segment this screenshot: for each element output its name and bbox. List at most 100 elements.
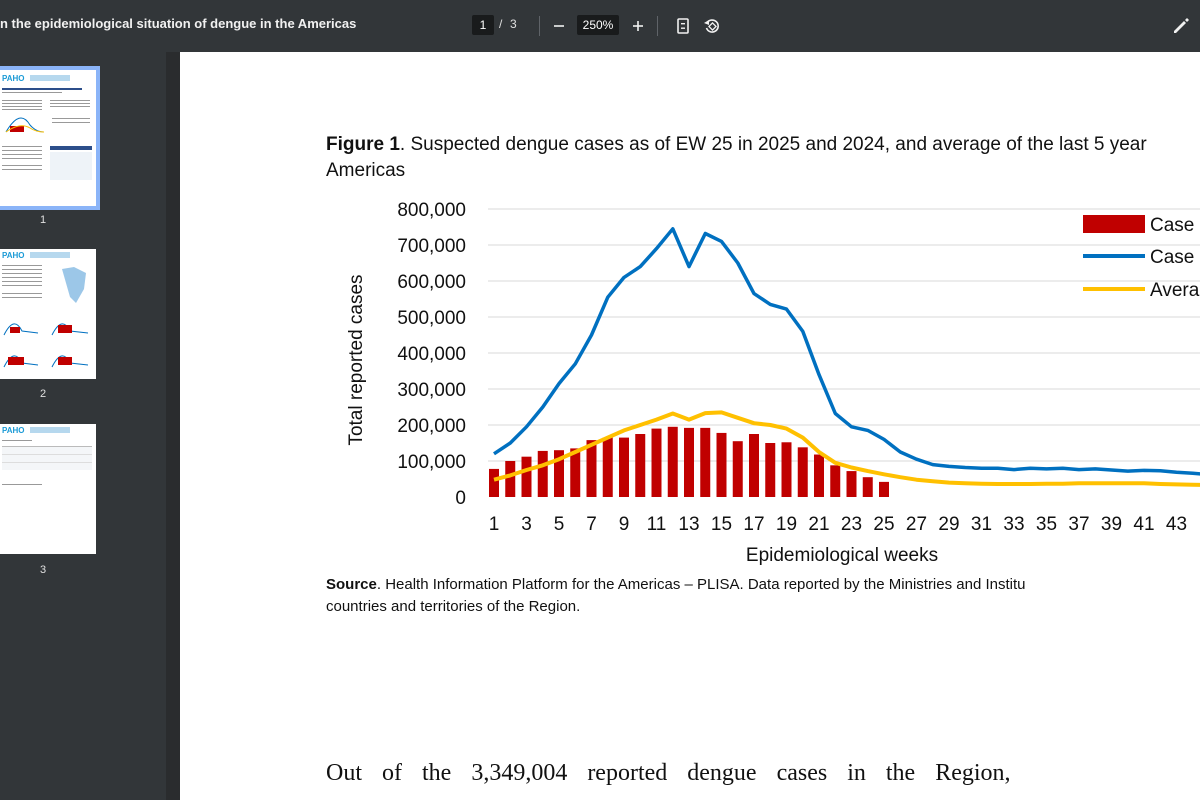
thumbnail-page-number: 1 bbox=[40, 214, 47, 226]
x-tick-label: 1 bbox=[489, 514, 500, 535]
bar-2025 bbox=[635, 434, 646, 497]
fit-page-button[interactable] bbox=[671, 14, 695, 38]
x-tick-label: 35 bbox=[1036, 514, 1057, 535]
y-axis-label: Total reported cases bbox=[346, 274, 367, 445]
x-tick-label: 33 bbox=[1003, 514, 1024, 535]
bar-2025 bbox=[489, 468, 499, 497]
bar-2025 bbox=[602, 437, 613, 497]
thumbnail-page-2[interactable]: PAHO bbox=[0, 249, 96, 379]
x-tick-label: 27 bbox=[906, 514, 927, 535]
y-tick-label: 500,000 bbox=[397, 308, 466, 329]
bar-2025 bbox=[749, 434, 759, 497]
bar-2025 bbox=[554, 450, 564, 497]
y-tick-label: 700,000 bbox=[397, 236, 466, 257]
sidebar-scrollbar[interactable] bbox=[166, 52, 180, 800]
source-text: . Health Information Platform for the Am… bbox=[376, 576, 1026, 593]
toolbar-divider bbox=[539, 16, 540, 36]
bar-2025 bbox=[732, 441, 743, 497]
bar-2025 bbox=[570, 448, 581, 497]
x-tick-label: 15 bbox=[711, 514, 732, 535]
thumbnail-image: PAHO bbox=[0, 424, 96, 554]
thumbnail-page-1[interactable]: PAHO bbox=[0, 66, 100, 210]
x-tick-label: 21 bbox=[808, 514, 829, 535]
document-title: n the epidemiological situation of dengu… bbox=[0, 16, 357, 31]
page-preview: PAHO bbox=[2, 426, 92, 485]
legend-label-3: Avera bbox=[1150, 280, 1200, 301]
figure-label: Figure 1 bbox=[326, 134, 400, 155]
legend-swatch-bars bbox=[1083, 215, 1145, 233]
x-tick-label: 19 bbox=[776, 514, 797, 535]
bar-2025 bbox=[830, 465, 841, 497]
page-preview: PAHO bbox=[2, 251, 89, 368]
bar-2025 bbox=[521, 456, 532, 497]
bar-2025 bbox=[862, 477, 873, 497]
minus-icon bbox=[554, 25, 564, 27]
x-tick-label: 41 bbox=[1133, 514, 1154, 535]
bar-2025 bbox=[781, 442, 792, 497]
source-text-line-2: countries and territories of the Region. bbox=[326, 598, 581, 615]
fit-page-icon bbox=[677, 18, 689, 34]
x-tick-label: 37 bbox=[1068, 514, 1089, 535]
bar-2025 bbox=[537, 450, 548, 497]
x-tick-label: 23 bbox=[841, 514, 862, 535]
bar-2025 bbox=[700, 427, 711, 497]
thumbnail-sidebar: PAHO 1 PAHO bbox=[0, 52, 166, 800]
dengue-chart: 800,000 700,000 600,000 500,000 400,000 300,0… bbox=[346, 200, 1200, 566]
annotate-button[interactable] bbox=[1169, 14, 1193, 38]
x-axis-label: Epidemiological weeks bbox=[746, 545, 938, 566]
x-tick-label: 25 bbox=[873, 514, 894, 535]
legend-label-2: Case bbox=[1150, 247, 1194, 268]
y-tick-label: 300,000 bbox=[397, 380, 466, 401]
bar-2025 bbox=[505, 461, 516, 497]
x-tick-label: 3 bbox=[521, 514, 532, 535]
y-tick-label: 400,000 bbox=[397, 344, 466, 365]
thumbnail-logo: PAHO bbox=[2, 74, 25, 83]
figure-caption: Figure 1. Suspected dengue cases as of E… bbox=[326, 132, 1147, 184]
x-tick-label: 39 bbox=[1101, 514, 1122, 535]
x-tick-label: 43 bbox=[1166, 514, 1187, 535]
y-tick-label: 0 bbox=[455, 488, 466, 509]
bar-2025 bbox=[814, 454, 824, 497]
x-tick-label: 11 bbox=[647, 514, 667, 535]
y-tick-label: 100,000 bbox=[397, 452, 466, 473]
thumbnail-page-number: 3 bbox=[40, 564, 47, 576]
bar-2025 bbox=[586, 440, 597, 497]
y-tick-label: 600,000 bbox=[397, 272, 466, 293]
toolbar-divider bbox=[657, 16, 658, 36]
plus-icon bbox=[633, 21, 643, 31]
thumbnail-page-3[interactable]: PAHO bbox=[0, 424, 96, 554]
bar-2025 bbox=[879, 481, 889, 497]
thumbnail-image: PAHO bbox=[0, 66, 100, 210]
bar-2025 bbox=[765, 443, 776, 497]
zoom-level-input[interactable]: 250% bbox=[577, 15, 619, 35]
bar-2025 bbox=[651, 428, 662, 497]
bar-2025 bbox=[684, 427, 694, 497]
pencil-icon bbox=[1174, 18, 1189, 33]
figure-caption-line-2: Americas bbox=[326, 160, 406, 181]
x-tick-label: 5 bbox=[554, 514, 565, 535]
document-page: Figure 1. Suspected dengue cases as of E… bbox=[180, 52, 1200, 800]
line-average bbox=[493, 410, 1200, 487]
source-label: Source bbox=[326, 576, 377, 593]
page-preview: PAHO bbox=[2, 74, 92, 180]
bar-2025 bbox=[667, 426, 678, 497]
thumbnail-logo: PAHO bbox=[2, 426, 25, 435]
legend-label-1: Case bbox=[1150, 215, 1194, 236]
x-tick-label: 13 bbox=[678, 514, 699, 535]
x-tick-label: 31 bbox=[971, 514, 992, 535]
y-tick-label: 200,000 bbox=[397, 416, 466, 437]
rotate-button[interactable] bbox=[700, 14, 724, 38]
figure-caption-text: . Suspected dengue cases as of EW 25 in … bbox=[399, 134, 1147, 155]
bar-2025 bbox=[619, 437, 629, 497]
bar-2025 bbox=[797, 447, 808, 497]
x-tick-label: 7 bbox=[586, 514, 597, 535]
bar-2025 bbox=[846, 471, 857, 497]
thumbnail-logo: PAHO bbox=[2, 251, 25, 260]
zoom-out-button[interactable] bbox=[547, 14, 571, 38]
thumbnail-page-number: 2 bbox=[40, 388, 47, 400]
source-note: Source. Health Information Platform for … bbox=[326, 574, 1026, 618]
page-separator: / bbox=[499, 17, 503, 31]
current-page-input[interactable]: 1 bbox=[472, 15, 494, 35]
zoom-in-button[interactable] bbox=[626, 14, 650, 38]
x-tick-label: 9 bbox=[619, 514, 630, 535]
